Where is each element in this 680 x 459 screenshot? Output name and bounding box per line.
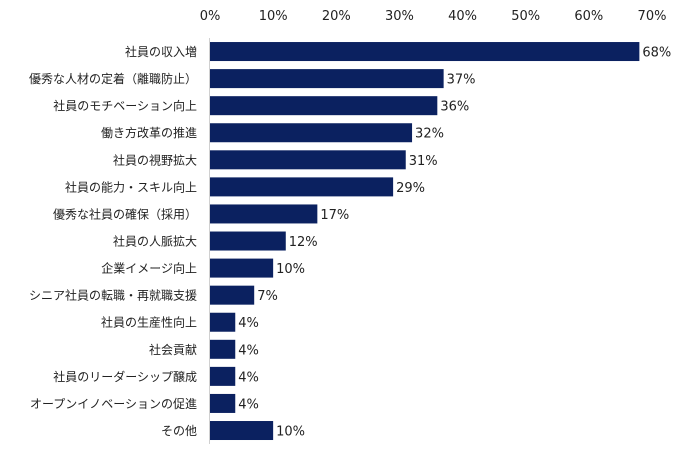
bar bbox=[210, 421, 274, 441]
bar bbox=[210, 150, 406, 170]
value-label: 31% bbox=[409, 154, 438, 169]
value-label: 4% bbox=[238, 397, 259, 412]
bar-row: その他 10% bbox=[161, 421, 305, 441]
bar bbox=[210, 366, 236, 386]
bar bbox=[210, 96, 438, 116]
bar bbox=[210, 69, 444, 89]
category-label: 企業イメージ向上 bbox=[101, 261, 197, 276]
bar bbox=[210, 312, 236, 332]
category-label: 優秀な人材の定着（離職防止） bbox=[29, 71, 197, 86]
bar bbox=[210, 204, 318, 224]
value-label: 7% bbox=[257, 289, 278, 304]
category-label: 社員の視野拡大 bbox=[113, 152, 197, 167]
category-label: 優秀な社員の確保（採用） bbox=[53, 206, 197, 221]
value-label: 36% bbox=[440, 100, 469, 115]
value-label: 4% bbox=[238, 316, 259, 331]
category-label: 社員の生産性向上 bbox=[101, 315, 197, 330]
bar-row: 働き方改革の推進 32% bbox=[101, 123, 444, 143]
x-axis-ticks: 0% 10% 20% 30% 40% 50% 60% 70% bbox=[200, 9, 667, 24]
value-label: 4% bbox=[238, 370, 259, 385]
category-label: 社員の人脈拡大 bbox=[113, 234, 197, 249]
value-label: 37% bbox=[447, 73, 476, 88]
bar-row: 社会貢献 4% bbox=[149, 339, 259, 359]
value-label: 17% bbox=[320, 208, 349, 223]
value-label: 68% bbox=[642, 46, 671, 61]
category-label: 働き方改革の推進 bbox=[101, 125, 197, 140]
bar-row: 社員のモチベーション向上 36% bbox=[53, 96, 469, 116]
bar-row: 社員の人脈拡大 12% bbox=[113, 231, 318, 251]
category-label: 社員の収入増 bbox=[125, 44, 197, 59]
value-label: 12% bbox=[289, 235, 318, 250]
bar-rows: 社員の収入増 68% 優秀な人材の定着（離職防止） 37% 社員のモチベーション向上 36… bbox=[29, 42, 671, 441]
bar-row: オープンイノベーションの促進 4% bbox=[30, 393, 259, 413]
bar bbox=[210, 285, 255, 305]
category-label: 社員の能力・スキル向上 bbox=[65, 179, 197, 194]
bar-row: 社員の収入増 68% bbox=[125, 42, 671, 62]
category-label: 社会貢献 bbox=[149, 342, 197, 357]
value-label: 32% bbox=[415, 127, 444, 142]
bar bbox=[210, 42, 640, 62]
bar bbox=[210, 339, 236, 359]
bar-row: 社員の生産性向上 4% bbox=[101, 312, 259, 332]
category-label: その他 bbox=[161, 424, 197, 438]
category-label: 社員のリーダーシップ醸成 bbox=[53, 369, 197, 384]
bar bbox=[210, 231, 286, 251]
x-tick-label: 50% bbox=[511, 9, 540, 24]
bar-row: 優秀な社員の確保（採用） 17% bbox=[53, 204, 349, 224]
category-label: 社員のモチベーション向上 bbox=[53, 98, 197, 113]
category-label: シニア社員の転職・再就職支援 bbox=[29, 288, 197, 303]
x-tick-label: 30% bbox=[385, 9, 414, 24]
x-tick-label: 70% bbox=[638, 9, 667, 24]
bar bbox=[210, 123, 413, 143]
x-tick-label: 20% bbox=[322, 9, 351, 24]
bar bbox=[210, 258, 274, 278]
bar bbox=[210, 177, 394, 197]
x-tick-label: 40% bbox=[448, 9, 477, 24]
x-tick-label: 10% bbox=[259, 9, 288, 24]
bar-row: 社員の視野拡大 31% bbox=[113, 150, 438, 170]
value-label: 4% bbox=[238, 343, 259, 358]
bar-row: 優秀な人材の定着（離職防止） 37% bbox=[29, 69, 476, 89]
category-label: オープンイノベーションの促進 bbox=[30, 397, 197, 411]
value-label: 29% bbox=[396, 181, 425, 196]
value-label: 10% bbox=[276, 425, 305, 440]
bar-row: 社員の能力・スキル向上 29% bbox=[65, 177, 425, 197]
bar-row: 社員のリーダーシップ醸成 4% bbox=[53, 366, 259, 386]
bar-row: シニア社員の転職・再就職支援 7% bbox=[29, 285, 278, 305]
x-tick-label: 0% bbox=[200, 9, 221, 24]
bar-row: 企業イメージ向上 10% bbox=[101, 258, 305, 278]
x-tick-label: 60% bbox=[574, 9, 603, 24]
bar bbox=[210, 393, 236, 413]
value-label: 10% bbox=[276, 262, 305, 277]
